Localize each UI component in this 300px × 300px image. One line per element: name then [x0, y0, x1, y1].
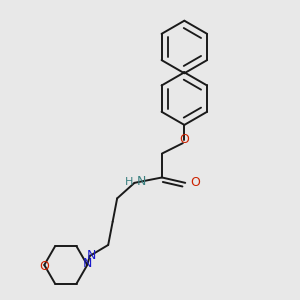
Text: O: O [179, 133, 189, 146]
Text: O: O [190, 176, 200, 189]
Text: O: O [39, 260, 49, 273]
Text: N: N [82, 257, 92, 270]
Text: H: H [124, 177, 133, 187]
Text: N: N [86, 249, 96, 262]
Text: N: N [137, 175, 146, 188]
